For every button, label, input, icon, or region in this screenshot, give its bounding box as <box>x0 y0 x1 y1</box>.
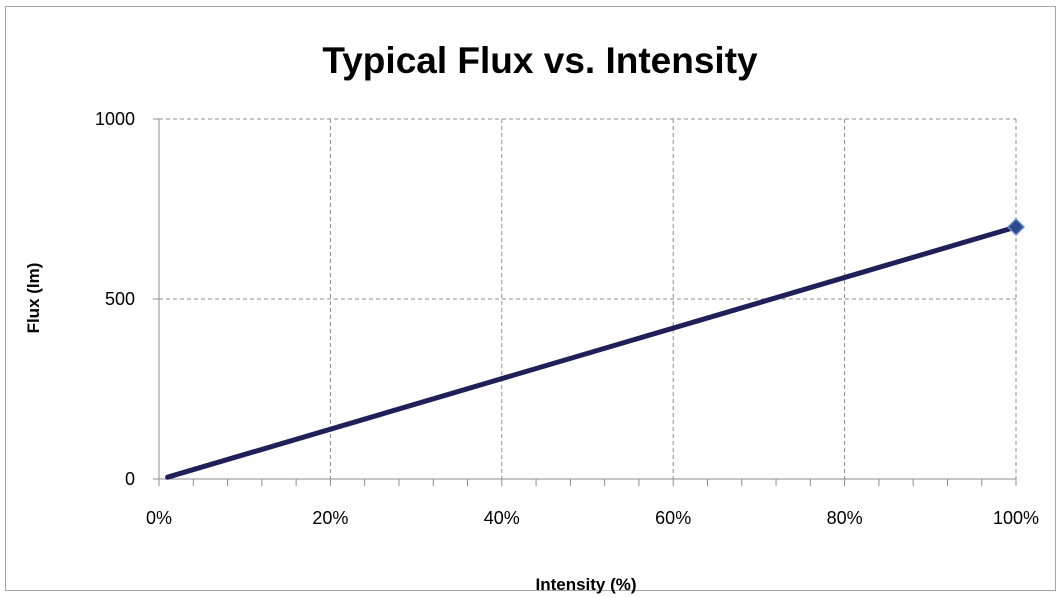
y-tick-label: 500 <box>105 289 135 309</box>
y-tick-label: 1000 <box>95 109 135 129</box>
x-tick-label: 100% <box>993 508 1039 528</box>
x-tick-label: 20% <box>312 508 348 528</box>
series-line <box>165 224 1019 480</box>
x-tick-label: 60% <box>655 508 691 528</box>
x-tick-label: 80% <box>827 508 863 528</box>
series-layer <box>165 217 1026 480</box>
data-point-marker <box>1006 217 1026 237</box>
chart-title: Typical Flux vs. Intensity <box>322 40 758 81</box>
x-axis-title: Intensity (%) <box>535 575 636 594</box>
y-tick-label: 0 <box>125 469 135 489</box>
grid-lines <box>159 118 1017 479</box>
tick-labels: 0 500 1000 0% 20% 40% 60% 80% 100% <box>95 109 1039 528</box>
x-tick-label: 40% <box>484 508 520 528</box>
y-axis-title: Flux (lm) <box>24 263 43 334</box>
x-tick-label: 0% <box>146 508 172 528</box>
axes <box>153 118 1017 486</box>
